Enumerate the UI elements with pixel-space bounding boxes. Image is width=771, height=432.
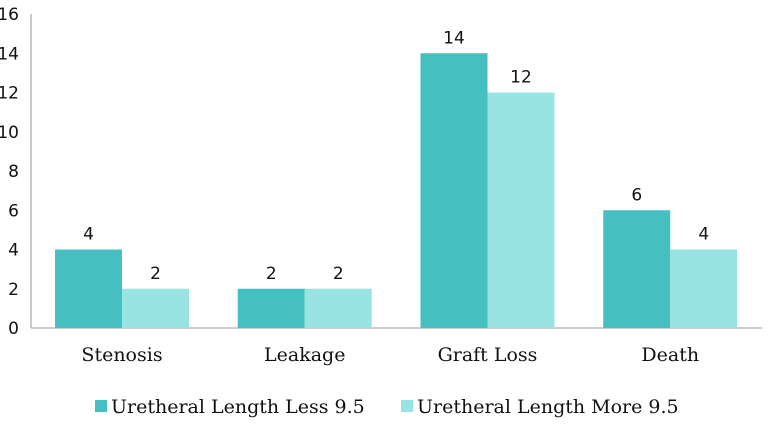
legend-swatch xyxy=(95,400,107,412)
y-tick-label: 2 xyxy=(8,280,19,300)
bar-less-death xyxy=(603,210,671,328)
y-tick-label: 8 xyxy=(8,162,19,182)
data-label: 4 xyxy=(83,225,94,245)
data-label: 4 xyxy=(698,225,709,245)
bar-more-graft-loss xyxy=(487,92,555,328)
y-tick-label: 0 xyxy=(8,319,19,339)
category-label: Leakage xyxy=(264,344,345,366)
bar-more-death xyxy=(670,249,738,328)
bar-more-stenosis xyxy=(122,288,189,328)
legend-label: Uretheral Length More 9.5 xyxy=(417,396,679,418)
data-label: 14 xyxy=(443,28,465,48)
y-tick-label: 10 xyxy=(0,123,19,143)
x-axis: Stenosis Leakage Graft Loss Death xyxy=(81,344,699,366)
data-label: 2 xyxy=(333,264,344,284)
bar-less-leakage xyxy=(237,288,305,328)
data-labels: 4 2 2 2 14 12 6 4 xyxy=(83,28,709,284)
y-axis: 0 2 4 6 8 10 12 14 16 xyxy=(0,5,19,339)
y-tick-label: 14 xyxy=(0,44,19,64)
bar-more-leakage xyxy=(304,288,372,328)
bar-less-stenosis xyxy=(55,249,122,328)
category-label: Stenosis xyxy=(81,344,162,366)
y-tick-label: 4 xyxy=(8,241,19,261)
y-tick-label: 16 xyxy=(0,5,19,25)
bars xyxy=(55,53,738,328)
data-label: 2 xyxy=(150,264,161,284)
legend-label: Uretheral Length Less 9.5 xyxy=(111,396,365,418)
data-label: 2 xyxy=(266,264,277,284)
legend: Uretheral Length Less 9.5 Uretheral Lengt… xyxy=(95,396,679,418)
legend-swatch xyxy=(401,400,413,412)
category-label: Graft Loss xyxy=(438,344,538,366)
data-label: 12 xyxy=(510,68,532,88)
data-label: 6 xyxy=(631,185,642,205)
category-label: Death xyxy=(641,344,699,366)
y-tick-label: 6 xyxy=(8,201,19,221)
y-tick-label: 12 xyxy=(0,84,19,104)
bar-less-graft-loss xyxy=(420,53,488,328)
